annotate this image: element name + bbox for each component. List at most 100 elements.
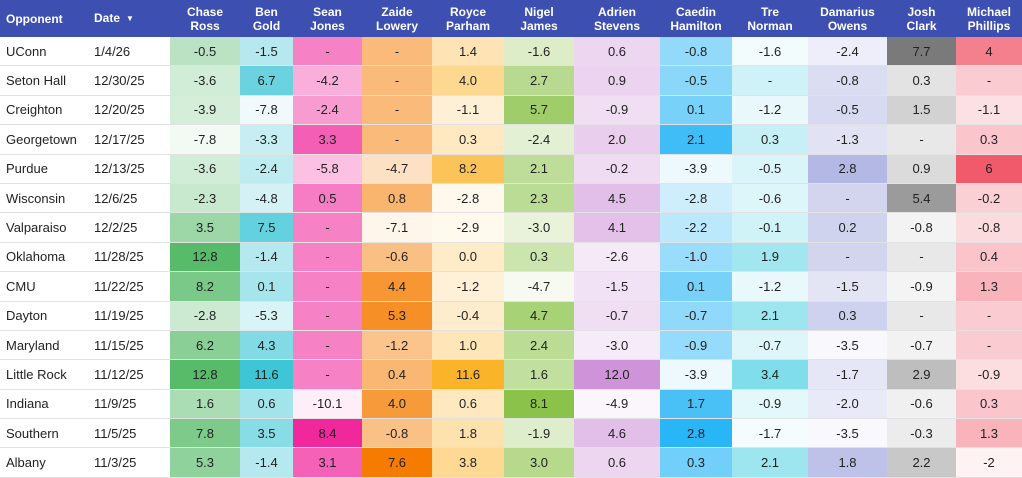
date-cell: 12/2/25	[88, 212, 170, 243]
column-header[interactable]: Michael Phillips	[956, 0, 1022, 37]
stat-cell: -1.3	[808, 124, 887, 155]
stat-cell: -0.2	[574, 154, 660, 184]
table-row: Maryland 11/15/25 6.2 4.3- -1.2 1.0 2.4 -3.0 -0.…	[0, 330, 1022, 361]
column-header[interactable]: Opponent	[0, 0, 88, 37]
stat-cell: -3.0	[504, 212, 574, 243]
stat-cell: 0.6	[574, 37, 660, 67]
table-row: CMU 11/22/25 8.2 0.1-4.4 -1.2 -4.7 -1.5 0.1 -1.2…	[0, 271, 1022, 302]
stat-cell: 8.2	[432, 154, 504, 184]
stat-cell: 0.3	[432, 124, 504, 155]
stat-cell: 0.5	[293, 183, 362, 214]
stat-cell: -4.9	[574, 389, 660, 420]
column-header-text: Opponent	[6, 11, 63, 26]
stat-cell: -2.8	[432, 183, 504, 214]
column-header[interactable]: Tre Norman	[732, 0, 808, 37]
stat-cell: -3.9	[660, 154, 732, 184]
stat-cell: -2.4	[808, 37, 887, 67]
stat-cell: 4	[956, 37, 1022, 67]
stat-cell: -0.5	[170, 37, 240, 67]
stat-cell: 12.8	[170, 242, 240, 273]
stat-cell: 0.3	[660, 447, 732, 478]
stat-cell: 0.3	[732, 124, 808, 155]
stat-cell: -2.2	[660, 212, 732, 243]
stat-cell: 2.8	[808, 154, 887, 184]
stat-cell: -1.2	[732, 271, 808, 302]
stat-cell: 8.4	[293, 418, 362, 449]
stat-cell: -	[293, 359, 362, 390]
stat-cell: 6	[956, 154, 1022, 184]
table-row: Indiana 11/9/25 1.6 0.6 -10.1 4.0 0.6 8.1 -4.9 1.…	[0, 389, 1022, 420]
stat-cell: -	[293, 271, 362, 302]
column-header[interactable]: Sean Jones	[293, 0, 362, 37]
column-header[interactable]: Nigel James	[504, 0, 574, 37]
column-header[interactable]: Damarius Owens	[808, 0, 887, 37]
column-header[interactable]: Date ▼	[88, 0, 170, 37]
column-header-text: Date	[94, 11, 121, 26]
column-header[interactable]: Adrien Stevens	[574, 0, 660, 37]
opponent-cell: UConn	[0, 37, 88, 67]
column-header[interactable]: Royce Parham	[432, 0, 504, 37]
stat-cell: 11.6	[240, 359, 293, 390]
stat-cell: 0.6	[240, 389, 293, 420]
table-row: Southern 11/5/25 7.8 3.5 8.4 -0.8 1.8 -1.9 4.6 2.…	[0, 418, 1022, 449]
column-header-text: Chase Ross	[186, 4, 224, 33]
stat-cell: -1.1	[956, 95, 1022, 126]
column-header[interactable]: Ben Gold	[240, 0, 293, 37]
stat-cell: -	[808, 183, 887, 214]
date-cell: 11/15/25	[88, 330, 170, 361]
stat-cell: 0.1	[660, 271, 732, 302]
opponent-cell: Albany	[0, 447, 88, 478]
sort-caret[interactable]: ▼	[126, 13, 134, 23]
stat-cell: 0.3	[808, 301, 887, 331]
date-cell: 1/4/26	[88, 37, 170, 67]
stat-cell: -0.8	[808, 65, 887, 96]
stat-cell: -3.9	[170, 95, 240, 126]
stat-cell: -2.0	[808, 389, 887, 420]
stat-cell: 0.3	[504, 242, 574, 273]
stat-cell: -3.3	[240, 124, 293, 155]
stat-cell: 0.6	[432, 389, 504, 420]
stat-cell: 2.9	[887, 359, 956, 390]
stat-cell: -1.7	[732, 418, 808, 449]
column-header-text: Royce Parham	[445, 4, 491, 33]
stat-cell: 1.6	[170, 389, 240, 420]
stat-cell: 0.4	[956, 242, 1022, 273]
stat-cell: -	[887, 242, 956, 273]
stat-cell: 0.3	[956, 124, 1022, 155]
opponent-cell: Seton Hall	[0, 65, 88, 96]
opponent-cell: Creighton	[0, 95, 88, 126]
stat-cell: -0.9	[660, 330, 732, 361]
stat-cell: 2.0	[574, 124, 660, 155]
stat-cell: 0.1	[240, 271, 293, 302]
stat-cell: -3.5	[808, 330, 887, 361]
date-cell: 11/3/25	[88, 447, 170, 478]
column-header[interactable]: Chase Ross	[170, 0, 240, 37]
column-header[interactable]: Caedin Hamilton	[660, 0, 732, 37]
stat-cell: 5.3	[170, 447, 240, 478]
stat-cell: -0.8	[660, 37, 732, 67]
stat-cell: -3.5	[808, 418, 887, 449]
stat-cell: 4.4	[362, 271, 432, 302]
stat-cell: 11.6	[432, 359, 504, 390]
opponent-cell: Little Rock	[0, 359, 88, 390]
stat-cell: 0.2	[808, 212, 887, 243]
column-header-text: Tre Norman	[747, 4, 793, 33]
opponent-cell: Georgetown	[0, 124, 88, 155]
stat-cell: -1.5	[240, 37, 293, 67]
date-cell: 12/30/25	[88, 65, 170, 96]
stat-cell: 0.6	[574, 447, 660, 478]
stat-cell: 5.7	[504, 95, 574, 126]
stat-cell: 5.4	[887, 183, 956, 214]
column-header[interactable]: Josh Clark	[887, 0, 956, 37]
stat-cell: 1.9	[732, 242, 808, 273]
stat-cell: 0.9	[574, 65, 660, 96]
stat-cell: 3.5	[170, 212, 240, 243]
column-header[interactable]: Zaide Lowery	[362, 0, 432, 37]
date-cell: 11/28/25	[88, 242, 170, 273]
stat-cell: 3.3	[293, 124, 362, 155]
stat-cell: 5.3	[362, 301, 432, 331]
stat-cell: 1.8	[808, 447, 887, 478]
table-row: Oklahoma 11/28/25 12.8 -1.4- -0.6 0.0 0.3 -2.6-…	[0, 242, 1022, 273]
